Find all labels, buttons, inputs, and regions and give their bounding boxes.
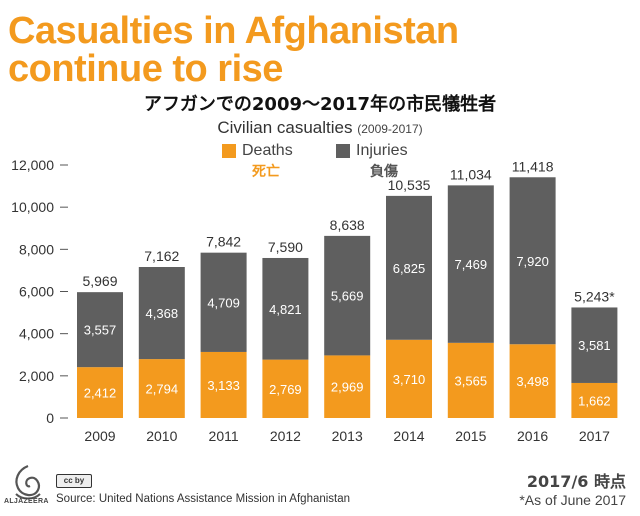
data-label-deaths: 3,133 xyxy=(207,378,240,393)
y-tick-label: 4,000 xyxy=(19,326,54,342)
data-label-injuries: 4,709 xyxy=(207,295,240,310)
y-tick-label: 6,000 xyxy=(19,284,54,300)
bar-injuries xyxy=(200,252,247,352)
data-label-deaths: 2,412 xyxy=(84,386,117,401)
bar-deaths xyxy=(200,351,247,418)
legend-injuries-label: Injuries xyxy=(356,142,408,159)
data-label-injuries: 5,669 xyxy=(331,289,364,304)
bar-deaths xyxy=(138,359,185,418)
source-text: Source: United Nations Assistance Missio… xyxy=(56,493,351,505)
data-label-deaths: 2,794 xyxy=(146,382,179,397)
data-label-deaths: 1,662 xyxy=(578,393,611,408)
legend-deaths-swatch xyxy=(222,144,236,158)
x-tick-label: 2013 xyxy=(332,428,363,444)
logo-text: ALJAZEERA xyxy=(4,498,49,505)
cc-license-badge: cc by xyxy=(56,474,92,488)
data-label-injuries: 7,920 xyxy=(516,254,549,269)
data-label-total: 11,418 xyxy=(512,158,554,174)
x-tick-label: 2014 xyxy=(393,428,424,444)
data-label-total: 5,969 xyxy=(82,273,117,289)
legend-deaths-jp: 死亡 xyxy=(252,164,280,180)
as-of-japanese: 2017/6 時点 xyxy=(526,472,626,491)
data-label-injuries: 7,469 xyxy=(455,257,488,272)
data-label-total: 11,034 xyxy=(450,166,492,182)
data-label-injuries: 6,825 xyxy=(393,261,426,276)
x-tick-label: 2012 xyxy=(270,428,301,444)
chart-subtitle: (2009-2017) xyxy=(357,122,423,136)
bar-deaths xyxy=(324,355,371,418)
data-label-total: 7,162 xyxy=(144,248,179,264)
japanese-title: アフガンでの2009〜2017年の市民犠牲者 xyxy=(143,94,497,115)
data-label-total: 7,590 xyxy=(268,239,303,255)
legend-injuries-jp: 負傷 xyxy=(370,164,398,180)
y-tick-label: 8,000 xyxy=(19,241,54,257)
data-label-deaths: 3,565 xyxy=(455,373,488,388)
bar-injuries xyxy=(138,267,185,360)
y-tick-label: 10,000 xyxy=(11,199,54,215)
legend-injuries-swatch xyxy=(336,144,350,158)
headline-line-2: continue to rise xyxy=(8,48,283,90)
x-tick-label: 2016 xyxy=(517,428,548,444)
data-label-total: 7,842 xyxy=(206,234,241,250)
y-tick-label: 2,000 xyxy=(19,368,54,384)
bar-injuries xyxy=(77,292,123,368)
data-label-deaths: 2,969 xyxy=(331,380,364,395)
bar-injuries xyxy=(386,195,432,340)
bar-injuries xyxy=(447,185,494,343)
x-tick-label: 2017 xyxy=(579,428,610,444)
chart-title: Civilian casualties (2009-2017) xyxy=(0,118,640,138)
x-tick-label: 2015 xyxy=(455,428,486,444)
bar-deaths xyxy=(447,342,494,418)
x-tick-label: 2010 xyxy=(146,428,177,444)
data-label-total: 5,243* xyxy=(574,288,615,304)
legend-deaths: Deaths xyxy=(222,142,293,160)
data-label-deaths: 3,710 xyxy=(393,372,426,387)
x-tick-label: 2011 xyxy=(209,428,239,444)
data-label-injuries: 4,821 xyxy=(269,302,302,317)
data-label-injuries: 4,368 xyxy=(146,306,179,321)
bar-injuries xyxy=(571,307,618,383)
bar-deaths xyxy=(386,339,432,418)
y-tick-label: 12,000 xyxy=(11,157,54,173)
aljazeera-logo-icon xyxy=(15,464,41,500)
y-tick-label: 0 xyxy=(46,410,54,426)
bar-deaths xyxy=(571,382,618,418)
data-label-total: 10,535 xyxy=(388,177,431,193)
data-label-total: 8,638 xyxy=(330,217,365,233)
data-label-injuries: 3,581 xyxy=(578,338,611,353)
headline-line-1: Casualties in Afghanistan xyxy=(8,10,459,52)
data-label-injuries: 3,557 xyxy=(84,323,117,338)
bar-deaths xyxy=(77,367,123,418)
bar-injuries xyxy=(509,177,556,345)
bar-deaths xyxy=(262,359,309,418)
legend-deaths-label: Deaths xyxy=(242,142,293,159)
bar-deaths xyxy=(509,344,556,418)
data-label-deaths: 3,498 xyxy=(516,374,549,389)
bar-injuries xyxy=(262,257,309,360)
as-of-english: *As of June 2017 xyxy=(519,492,626,508)
data-label-deaths: 2,769 xyxy=(269,382,302,397)
x-tick-label: 2009 xyxy=(84,428,115,444)
chart-title-text: Civilian casualties xyxy=(217,118,353,137)
bar-injuries xyxy=(324,235,371,356)
legend-injuries: Injuries xyxy=(336,142,408,160)
